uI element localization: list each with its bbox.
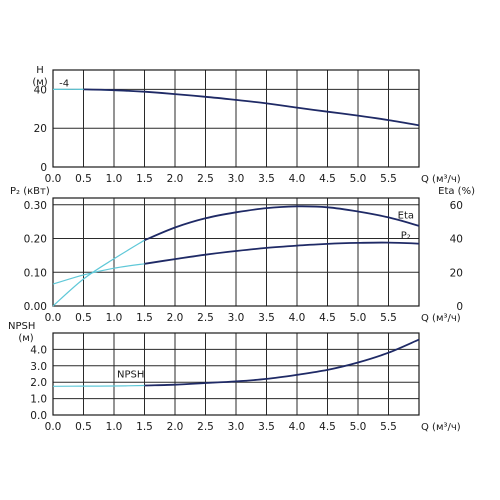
x-tick-label: 2.5 xyxy=(197,173,214,185)
x-tick-label: 0.5 xyxy=(75,312,92,324)
x-tick-label: 2.0 xyxy=(167,312,184,324)
panel-npsh: 0.0 1.0 2.0 3.0 4.0 0.0 0.5 1.0 1.5 2.0 2.5 3.0 3.5 4… xyxy=(8,321,461,433)
y-tick-label: 0.30 xyxy=(24,200,47,212)
y-right-tick-label: 20 xyxy=(450,267,463,279)
plot-frame xyxy=(52,332,420,416)
p-curve-light xyxy=(52,263,145,285)
series-label-p: P₂ xyxy=(401,231,411,242)
y-right-tick-label: 0 xyxy=(456,301,463,313)
x-tick-label: 4.5 xyxy=(319,312,336,324)
x-tick-label: 3.5 xyxy=(258,421,275,433)
y-right-axis-label: Eta (%) xyxy=(438,186,475,197)
y-tick-label: 3.0 xyxy=(30,361,47,373)
x-tick-label: 5.0 xyxy=(350,312,367,324)
y-axis-unit: (м) xyxy=(32,77,47,88)
plot-frame xyxy=(52,197,420,307)
series-label-npsh: NPSH xyxy=(117,369,144,380)
y-tick-label: 40 xyxy=(34,84,47,96)
y-tick-label: 0.0 xyxy=(30,410,47,422)
y-right-tick-label: 40 xyxy=(450,234,463,246)
x-tick-label: 1.5 xyxy=(136,421,153,433)
npsh-curve-light xyxy=(52,384,145,387)
x-tick-label: 0.0 xyxy=(45,173,62,185)
x-tick-label: 3.5 xyxy=(258,312,275,324)
x-tick-label: 2.0 xyxy=(167,421,184,433)
y-tick-label: 4.0 xyxy=(30,344,47,356)
x-tick-label: 5.0 xyxy=(350,421,367,433)
x-axis-label: Q (м³/ч) xyxy=(421,313,461,324)
x-tick-label: 3.0 xyxy=(228,173,245,185)
x-tick-label: 4.0 xyxy=(289,312,306,324)
y-axis-label: H xyxy=(36,65,44,76)
y-tick-label: 0 xyxy=(40,162,47,174)
curve-annotation: -4 xyxy=(59,78,69,89)
series-label-eta: Eta xyxy=(398,210,414,221)
x-tick-label: 0.5 xyxy=(75,173,92,185)
y-axis-label: NPSH xyxy=(8,321,35,332)
x-tick-label: 3.0 xyxy=(228,421,245,433)
x-tick-label: 4.0 xyxy=(289,173,306,185)
x-tick-label: 5.5 xyxy=(380,173,397,185)
x-tick-label: 3.5 xyxy=(258,173,275,185)
y-tick-label: 1.0 xyxy=(30,394,47,406)
x-tick-label: 2.5 xyxy=(197,312,214,324)
panel-power-efficiency: 0.00 0.10 0.20 0.30 0 20 40 60 0.0 0.5 1.0 1.5 2.0 2.… xyxy=(10,186,475,324)
y-tick-label: 2.0 xyxy=(30,377,47,389)
x-axis-label: Q (м³/ч) xyxy=(421,174,461,185)
y-axis-unit: (м) xyxy=(18,333,33,344)
p-curve-dark xyxy=(144,241,420,265)
y-axis-label: P₂ (кВт) xyxy=(10,186,50,197)
x-tick-label: 0.5 xyxy=(75,421,92,433)
x-axis-label: Q (м³/ч) xyxy=(421,422,461,433)
y-right-tick-label: 60 xyxy=(450,200,463,212)
x-tick-label: 2.5 xyxy=(197,421,214,433)
eta-curve-dark xyxy=(144,205,420,242)
x-tick-label: 2.0 xyxy=(167,173,184,185)
x-tick-label: 0.0 xyxy=(45,312,62,324)
x-tick-label: 5.0 xyxy=(350,173,367,185)
x-tick-label: 1.0 xyxy=(106,312,123,324)
y-tick-label: 20 xyxy=(34,123,47,135)
x-tick-label: 4.5 xyxy=(319,173,336,185)
head-curve-dark xyxy=(83,88,420,127)
y-tick-label: 0.20 xyxy=(24,234,47,246)
plot-frame xyxy=(52,69,420,168)
x-tick-label: 1.0 xyxy=(106,173,123,185)
npsh-curve-dark xyxy=(144,338,420,387)
x-tick-label: 1.5 xyxy=(136,312,153,324)
x-tick-label: 4.0 xyxy=(289,421,306,433)
panel-head: 0 20 40 0.0 0.5 1.0 1.5 2.0 2.5 3.0 3.5 4.0 4.5 5.0 5.… xyxy=(32,65,460,185)
y-tick-label: 0.00 xyxy=(24,301,47,313)
x-tick-label: 1.5 xyxy=(136,173,153,185)
x-tick-label: 3.0 xyxy=(228,312,245,324)
y-tick-label: 0.10 xyxy=(24,267,47,279)
x-tick-label: 4.5 xyxy=(319,421,336,433)
eta-curve-light xyxy=(52,239,145,307)
x-tick-label: 5.5 xyxy=(380,421,397,433)
x-tick-label: 0.0 xyxy=(45,421,62,433)
x-tick-label: 1.0 xyxy=(106,421,123,433)
x-tick-label: 5.5 xyxy=(380,312,397,324)
